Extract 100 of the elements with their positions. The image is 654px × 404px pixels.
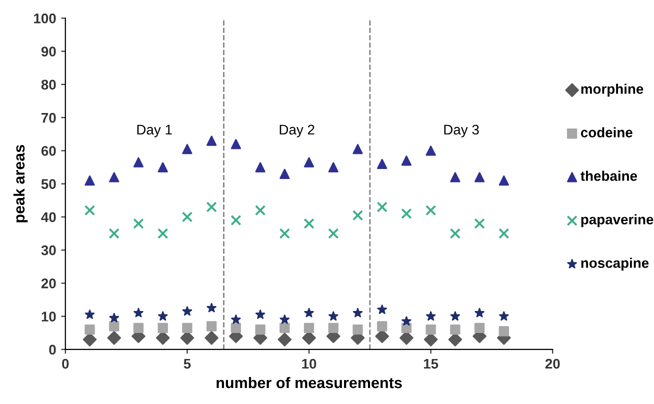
point: [328, 162, 338, 172]
point: [280, 322, 290, 334]
point: [304, 157, 314, 168]
x-tick-label: 5: [184, 359, 191, 369]
legend-label: morphine: [581, 84, 644, 97]
point: [157, 228, 168, 239]
point: [474, 172, 485, 182]
point: [255, 324, 266, 335]
point: [377, 321, 388, 332]
point: [133, 157, 144, 168]
x-tick-label: 20: [545, 358, 560, 369]
point: [474, 322, 485, 334]
x-tick-label: 15: [424, 359, 438, 369]
point: [206, 321, 217, 332]
point: [158, 311, 168, 321]
y-tick-label: 70: [42, 112, 56, 123]
point: [278, 332, 292, 346]
point: [84, 175, 95, 186]
y-tick-label: 80: [41, 80, 56, 90]
point: [426, 146, 436, 156]
point: [328, 311, 338, 321]
point: [206, 302, 216, 312]
legend-label: thebaine: [580, 170, 638, 181]
point: [450, 228, 461, 239]
point: [133, 218, 144, 229]
point: [352, 210, 364, 221]
point: [109, 172, 120, 182]
y-tick-label: 10: [42, 312, 56, 322]
point: [109, 321, 120, 332]
point: [84, 204, 96, 216]
point: [450, 172, 460, 182]
y-tick-label: 20: [41, 278, 56, 288]
point: [182, 322, 192, 334]
point: [426, 324, 436, 335]
point: [82, 332, 97, 346]
annotation: Day 1: [137, 124, 172, 138]
point: [401, 156, 412, 166]
point: [401, 208, 412, 219]
point: [402, 316, 412, 326]
point: [231, 314, 241, 324]
point: [84, 310, 95, 319]
legend-label: noscapine: [581, 258, 649, 271]
point: [158, 162, 168, 172]
y-tick-label: 60: [41, 146, 56, 156]
point: [204, 330, 218, 345]
x-tick-label: 0: [62, 358, 69, 369]
point: [109, 312, 119, 322]
point: [375, 329, 390, 344]
point: [254, 204, 266, 216]
x-axis-title: number of measurements: [216, 376, 402, 388]
point: [230, 322, 242, 334]
point: [498, 326, 509, 336]
point: [279, 228, 290, 239]
point: [206, 202, 217, 212]
point: [230, 214, 242, 226]
point: [426, 311, 436, 321]
point: [255, 162, 266, 172]
y-tick-label: 90: [41, 46, 56, 56]
point: [134, 308, 144, 318]
point: [352, 308, 363, 318]
point: [84, 324, 95, 335]
point: [450, 311, 460, 321]
y-tick-label: 0: [49, 344, 56, 355]
point: [499, 311, 509, 321]
point: [304, 322, 314, 334]
point: [328, 322, 338, 334]
point: [377, 304, 387, 314]
point: [107, 330, 122, 345]
point: [328, 228, 339, 239]
y-tick-label: 30: [41, 245, 56, 256]
y-tick-label: 40: [41, 212, 56, 222]
annotation: Day 3: [444, 124, 479, 138]
point: [158, 322, 168, 334]
point: [474, 218, 485, 229]
point: [304, 218, 314, 229]
point: [182, 306, 192, 316]
point: [498, 228, 510, 239]
legend-label: papaverine: [581, 214, 654, 228]
x-tick-label: 10: [302, 358, 316, 369]
annotation: Day 2: [280, 124, 314, 138]
point: [450, 324, 460, 335]
point: [133, 322, 144, 334]
point: [182, 212, 193, 222]
point: [280, 314, 290, 324]
point: [206, 136, 217, 146]
point: [425, 204, 436, 216]
point: [498, 175, 509, 186]
point: [182, 144, 192, 154]
point: [376, 202, 388, 212]
y-tick-label: 100: [34, 14, 56, 24]
point: [377, 158, 388, 170]
point: [108, 228, 120, 239]
point: [304, 308, 314, 318]
point: [230, 138, 242, 150]
y-tick-label: 50: [41, 179, 56, 189]
y-axis-title: peak areas: [13, 144, 28, 222]
point: [280, 168, 290, 179]
point: [424, 332, 438, 346]
legend-label: codeine: [580, 127, 632, 138]
point: [352, 144, 363, 154]
